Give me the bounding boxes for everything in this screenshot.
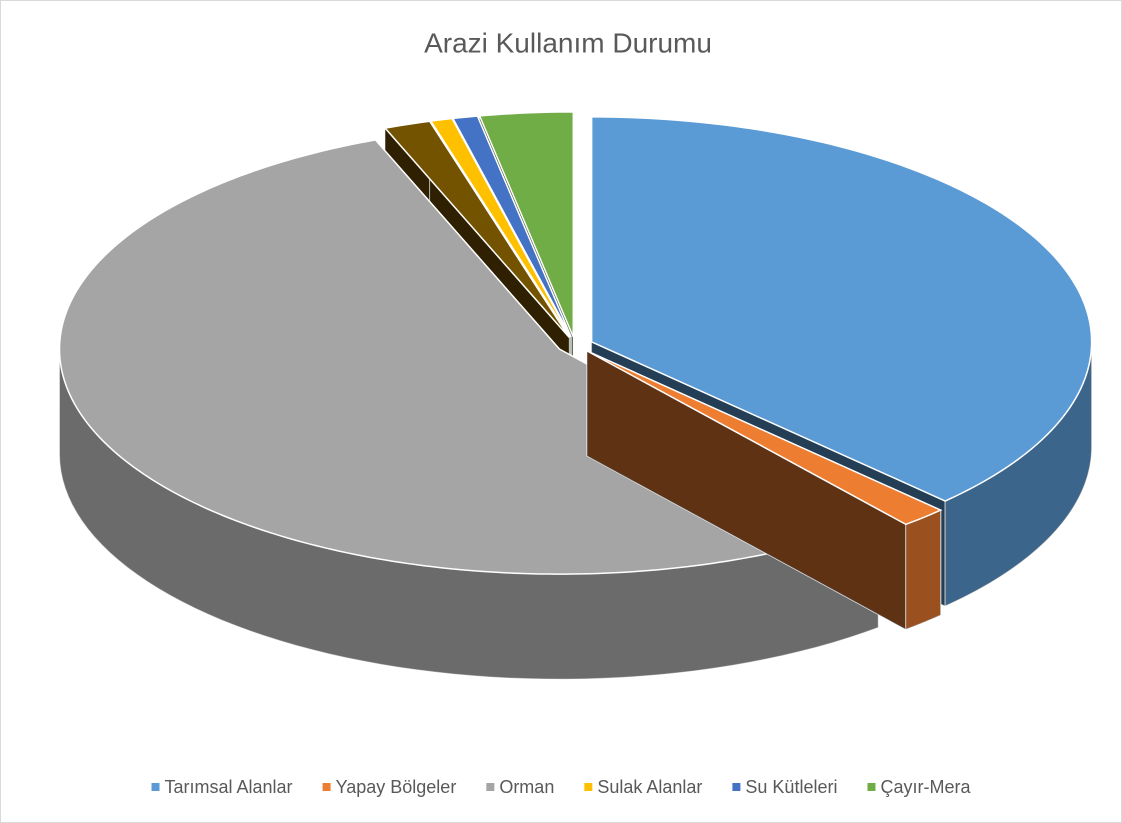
legend-label: Çayır-Mera (880, 777, 971, 797)
slice (586, 350, 943, 631)
legend-swatch (732, 783, 741, 791)
slice-top (429, 117, 572, 338)
slice-top (478, 111, 575, 338)
legend-label: Yapay Bölgeler (336, 777, 457, 797)
legend-swatch (584, 783, 593, 791)
slice-top (586, 350, 943, 526)
legend-swatch (322, 783, 331, 791)
legend-swatch (486, 783, 495, 791)
slice-top (383, 120, 570, 338)
legend-label: Sulak Alanlar (597, 777, 702, 797)
legend-label: Su Kütleleri (745, 777, 837, 797)
legend: Tarımsal Alanlar Yapay Bölgeler Orman Sulak… (151, 777, 971, 797)
legend-label: Orman (499, 777, 554, 797)
legend-swatch (151, 783, 160, 791)
chart-title: Arazi Kullanım Durumu (424, 27, 712, 58)
legend-swatch (867, 783, 876, 791)
slice-side-shade (945, 341, 1092, 606)
slice-side-shade (905, 510, 941, 630)
slice-top (451, 115, 572, 338)
legend-label: Tarımsal Alanlar (165, 777, 293, 797)
slice-top (590, 116, 1093, 502)
slice-side-shade (59, 349, 879, 680)
slice-cut-face-shade (587, 350, 906, 630)
